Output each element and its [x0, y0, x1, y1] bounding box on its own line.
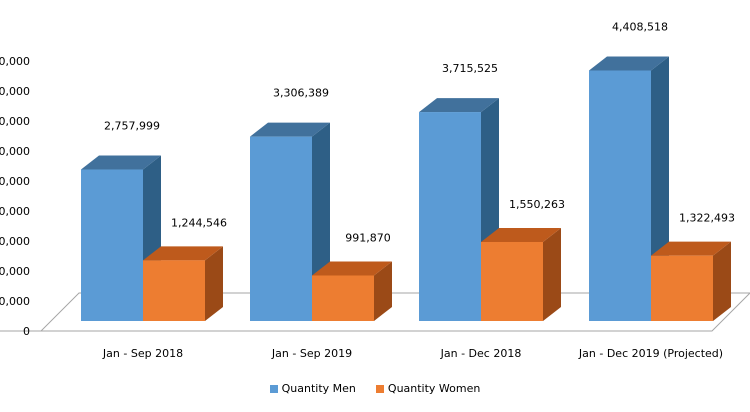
y-tick-label: 00,000 — [0, 175, 30, 188]
bar-women-side — [374, 261, 392, 321]
bar-women — [312, 275, 374, 321]
y-tick-label: 00,000 — [0, 295, 30, 308]
x-category-label: Jan - Dec 2018 — [440, 347, 522, 360]
bar-men — [81, 169, 143, 321]
bar-women-top — [651, 241, 731, 256]
bar-men — [419, 112, 481, 321]
bar-women — [143, 260, 205, 321]
x-category-label: Jan - Dec 2019 (Projected) — [578, 347, 723, 360]
y-tick-label: 0 — [23, 325, 30, 338]
bar-women — [651, 255, 713, 321]
data-label-men: 3,306,389 — [273, 87, 329, 100]
data-label-women: 1,322,493 — [679, 212, 735, 225]
bar-women-side — [543, 227, 561, 321]
bar-men — [589, 70, 651, 321]
bar-men-top — [250, 122, 330, 137]
y-tick-label: 00,000 — [0, 115, 30, 128]
legend-item-women: Quantity Women — [375, 382, 481, 395]
y-tick-label: 00,000 — [0, 85, 30, 98]
y-tick-label: 00,000 — [0, 205, 30, 218]
bar-men-top — [81, 155, 161, 170]
data-label-men: 2,757,999 — [104, 120, 160, 133]
legend-label-men: Quantity Men — [281, 382, 356, 395]
x-category-label: Jan - Sep 2018 — [102, 347, 183, 360]
y-tick-label: 00,000 — [0, 265, 30, 278]
bar-women-side — [205, 246, 223, 321]
legend: Quantity Men Quantity Women — [0, 382, 750, 395]
data-label-women: 1,550,263 — [509, 198, 565, 211]
data-label-women: 991,870 — [345, 231, 391, 244]
bar-women — [481, 241, 543, 321]
legend-swatch-women — [375, 384, 384, 393]
legend-swatch-men — [269, 384, 278, 393]
bar-men-top — [419, 98, 499, 113]
bar-women-top — [481, 227, 561, 242]
bar-women-side — [713, 241, 731, 321]
x-category-label: Jan - Sep 2019 — [271, 347, 352, 360]
legend-label-women: Quantity Women — [387, 382, 481, 395]
y-tick-label: 00,000 — [0, 55, 30, 68]
bar-men — [250, 136, 312, 321]
data-label-men: 3,715,525 — [442, 62, 498, 75]
bar-men-top — [589, 56, 669, 71]
y-tick-label: 00,000 — [0, 145, 30, 158]
data-label-men: 4,408,518 — [612, 20, 668, 33]
legend-item-men: Quantity Men — [269, 382, 356, 395]
data-label-women: 1,244,546 — [171, 216, 227, 229]
y-tick-label: 00,000 — [0, 235, 30, 248]
bar-women-top — [312, 261, 392, 276]
bar-women-top — [143, 246, 223, 261]
chart-floor — [39, 292, 750, 332]
